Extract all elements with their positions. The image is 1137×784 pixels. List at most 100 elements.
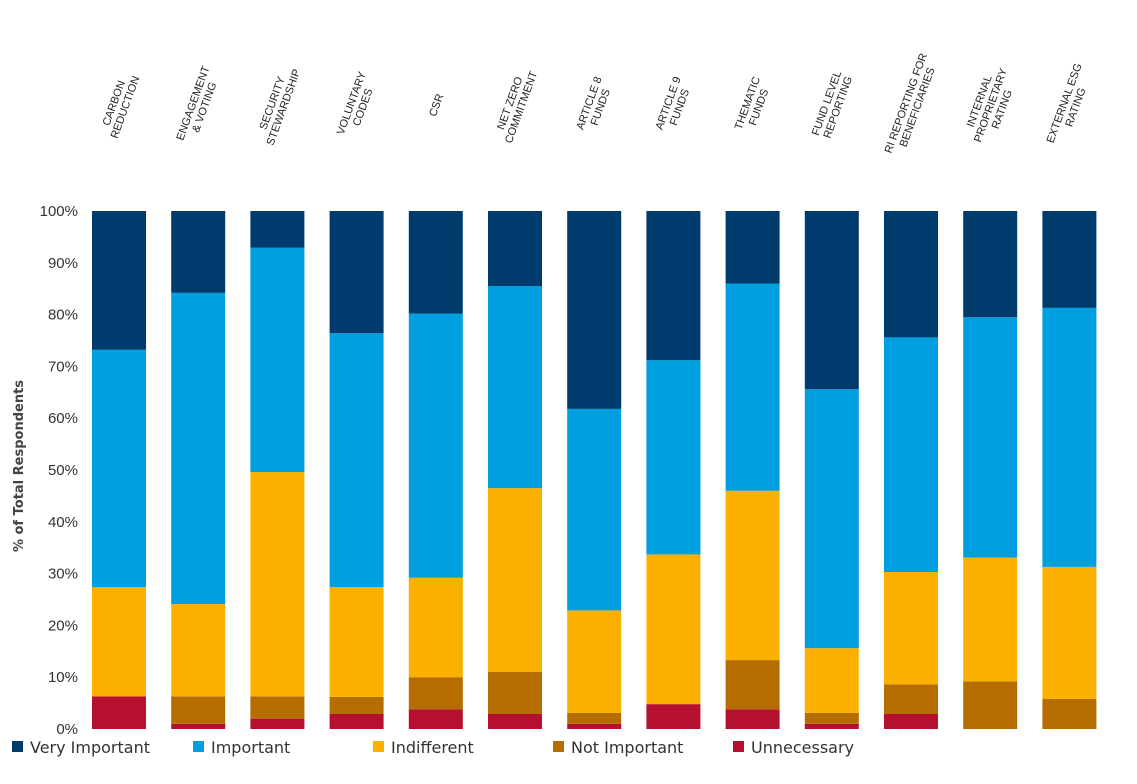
- y-tick-label: 70%: [48, 358, 78, 375]
- legend-label: Very Important: [30, 738, 150, 757]
- bar-segment-indifferent: [1042, 566, 1097, 699]
- bar-segment-not-important: [329, 696, 384, 714]
- bar-segment-indifferent: [329, 587, 384, 697]
- bar-segment-unnecessary: [646, 704, 701, 729]
- bar-segment-very-important: [567, 211, 622, 409]
- y-tick-label: 80%: [48, 307, 78, 324]
- bar-segment-important: [250, 247, 305, 473]
- y-axis-ticks: 0% 10% 20% 30% 40% 50% 60% 70% 80% 90% 100%: [40, 203, 78, 738]
- y-axis-title: % of Total Respondents: [12, 380, 27, 552]
- bar-segment-indifferent: [92, 587, 146, 697]
- bar-segment-indifferent: [488, 488, 542, 673]
- legend-swatch: [12, 741, 23, 752]
- bar-segment-very-important: [92, 211, 146, 350]
- bar-segment-unnecessary: [567, 723, 622, 729]
- bar-segment-not-important: [804, 712, 859, 724]
- bar-segment-very-important: [725, 211, 780, 284]
- bar-segment-not-important: [884, 684, 938, 714]
- bar-segment-very-important: [488, 211, 542, 287]
- bar-segment-very-important: [884, 211, 938, 338]
- bar-segment-important: [488, 286, 542, 489]
- bar-segment-important: [804, 389, 859, 649]
- bar-segment-not-important: [1042, 698, 1097, 729]
- legend-item: Not Important: [553, 738, 683, 757]
- legend-item: Very Important: [12, 738, 150, 757]
- legend-label: Unnecessary: [751, 738, 854, 757]
- bar-segment-very-important: [804, 211, 859, 390]
- bar-segment-not-important: [725, 660, 780, 710]
- category-label: CSR: [427, 92, 446, 118]
- legend-swatch: [373, 741, 384, 752]
- bar-segment-important: [329, 333, 384, 588]
- legend-label: Indifferent: [391, 738, 474, 757]
- bar-segment-indifferent: [646, 554, 701, 705]
- bar-segment-important: [171, 292, 226, 605]
- bar-segment-indifferent: [884, 572, 938, 685]
- bar-segment-important: [92, 349, 146, 588]
- bar-segment-indifferent: [171, 604, 226, 697]
- bar-segment-unnecessary: [92, 696, 146, 729]
- bar-segment-indifferent: [567, 610, 622, 713]
- bar-segment-not-important: [488, 672, 542, 714]
- category-label-group: CSR: [427, 92, 446, 118]
- bar-segment-not-important: [250, 696, 305, 719]
- legend-item: Important: [193, 738, 290, 757]
- bar-segment-very-important: [250, 211, 305, 248]
- bar-segment-indifferent: [250, 472, 305, 697]
- bar-segment-unnecessary: [884, 713, 938, 729]
- bar-segment-unnecessary: [725, 709, 780, 729]
- y-tick-label: 10%: [48, 669, 78, 686]
- bar-segment-very-important: [329, 211, 384, 334]
- bar-segment-not-important: [171, 696, 226, 724]
- bar-segment-not-important: [963, 681, 1018, 729]
- bar-segment-unnecessary: [488, 713, 542, 729]
- bar-segment-important: [1042, 307, 1097, 567]
- legend-label: Important: [211, 738, 290, 757]
- bar-segment-unnecessary: [250, 718, 305, 729]
- y-tick-label: 50%: [48, 462, 78, 479]
- bar-segment-very-important: [646, 211, 701, 361]
- bar-segment-important: [408, 313, 463, 578]
- bar-segment-important: [884, 337, 938, 573]
- bar-segment-important: [567, 408, 622, 611]
- y-tick-label: 0%: [56, 721, 78, 738]
- bar-segment-unnecessary: [329, 713, 384, 729]
- bar-segment-very-important: [1042, 211, 1097, 308]
- legend-item: Indifferent: [373, 738, 474, 757]
- legend-swatch: [553, 741, 564, 752]
- legend-label: Not Important: [571, 738, 683, 757]
- bar-segment-indifferent: [804, 648, 859, 713]
- legend: Very Important Important Indifferent Not Im…: [12, 738, 854, 757]
- bar-segment-unnecessary: [804, 723, 859, 729]
- y-tick-label: 40%: [48, 514, 78, 531]
- bar-segment-important: [725, 283, 780, 491]
- bar-segment-unnecessary: [171, 723, 226, 729]
- bar-segment-important: [646, 360, 701, 555]
- y-tick-label: 100%: [40, 203, 78, 220]
- bar-segment-unnecessary: [408, 709, 463, 729]
- bar-segment-very-important: [408, 211, 463, 314]
- y-tick-label: 20%: [48, 617, 78, 634]
- y-tick-label: 90%: [48, 255, 78, 272]
- legend-item: Unnecessary: [733, 738, 854, 757]
- bar-segment-very-important: [171, 211, 226, 293]
- bar-segment-important: [963, 317, 1018, 558]
- category-label-group: ENGAGEMENT& VOTING: [174, 64, 219, 142]
- legend-swatch: [193, 741, 204, 752]
- y-tick-label: 60%: [48, 410, 78, 427]
- bar-segment-not-important: [408, 677, 463, 710]
- bar-segment-indifferent: [408, 577, 463, 678]
- bars: [92, 211, 1097, 729]
